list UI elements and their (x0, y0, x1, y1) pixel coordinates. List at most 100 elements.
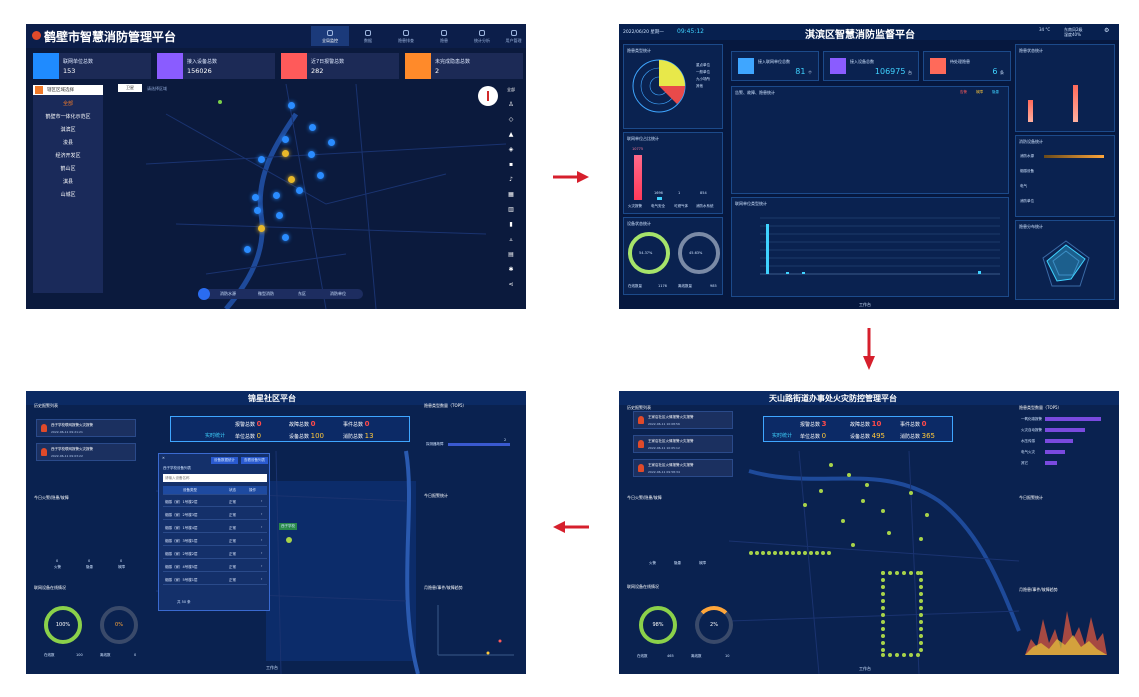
tab-data[interactable]: 数据 (349, 26, 387, 46)
map-dot[interactable] (803, 551, 807, 555)
alarm-bell-icon[interactable]: ♪ (509, 176, 513, 183)
table-row[interactable]: 烟感（家）2号楼3层 正常 › (163, 511, 267, 520)
map-dot[interactable] (755, 551, 759, 555)
map-dot[interactable] (902, 653, 906, 657)
map-dot[interactable] (286, 537, 292, 543)
tab-hazard-check[interactable]: 隐患排查 (387, 26, 425, 46)
map-dot[interactable] (779, 551, 783, 555)
map-dot[interactable] (821, 551, 825, 555)
map-dot[interactable] (881, 613, 885, 617)
pagination[interactable]: 共 50 条 (177, 600, 191, 604)
chart-icon[interactable]: ▤ (508, 251, 514, 258)
close-icon[interactable]: ✕ (162, 456, 165, 460)
map-dot[interactable] (847, 473, 851, 477)
layer-east[interactable]: 东区 (298, 291, 306, 296)
map-dot[interactable] (881, 620, 885, 624)
map-dot[interactable] (851, 543, 855, 547)
map-marker[interactable] (317, 172, 324, 179)
map-dot[interactable] (925, 513, 929, 517)
map-marker[interactable] (254, 207, 261, 214)
region-item-all[interactable]: 全部 (62, 101, 73, 107)
map-dot[interactable] (887, 531, 891, 535)
map-dot[interactable] (919, 641, 923, 645)
region-item[interactable]: 山城区 (60, 192, 76, 198)
tank-icon[interactable]: ▮ (509, 221, 513, 228)
map-tag[interactable]: 西子学校 (279, 523, 297, 530)
layer-water-source[interactable]: 消防水源 (220, 291, 236, 296)
factory-icon[interactable]: ▥ (508, 206, 514, 213)
map-dot[interactable] (749, 551, 753, 555)
region-item[interactable]: 淇县 (62, 179, 73, 185)
map-marker-warning[interactable] (258, 225, 265, 232)
location-icon[interactable]: ◇ (508, 116, 514, 123)
table-row[interactable]: 烟感（家）3号楼1层 正常 › (163, 537, 267, 546)
building-icon[interactable]: ▦ (508, 191, 514, 198)
map-dot[interactable] (881, 578, 885, 582)
map-dot[interactable] (881, 599, 885, 603)
map-dot[interactable] (791, 551, 795, 555)
map-dot[interactable] (919, 648, 923, 652)
map-marker-warning[interactable] (288, 176, 295, 183)
map-dot[interactable] (767, 551, 771, 555)
layer-all-button[interactable]: 全部 (507, 87, 515, 92)
workspace-tab[interactable]: 工作台 (859, 302, 871, 307)
region-item[interactable]: 浚县 (62, 140, 73, 146)
region-item[interactable]: 淇滨区 (60, 127, 76, 133)
map-background[interactable] (619, 391, 1119, 674)
map-dot[interactable] (819, 489, 823, 493)
map-dot[interactable] (881, 653, 885, 657)
map-background[interactable] (26, 391, 526, 674)
map-dot[interactable] (865, 483, 869, 487)
device-list-button[interactable]: 查看设备列表 (241, 457, 268, 464)
person-icon[interactable]: ♙ (508, 101, 514, 108)
alarm-item[interactable]: 西子学校联网报警火灾报警 2022-06-11 09:21:21 (36, 419, 136, 437)
alarm-item[interactable]: 王家店社区火情报警火灾报警 2022-06-11 09:58:34 (633, 459, 733, 477)
tab-hazard[interactable]: 隐患 (425, 26, 463, 46)
map-dot[interactable] (919, 627, 923, 631)
map-dot[interactable] (815, 551, 819, 555)
region-item[interactable]: 鹤山区 (60, 166, 76, 172)
map-dot[interactable] (902, 571, 906, 575)
map-dot[interactable] (909, 491, 913, 495)
table-row[interactable]: 烟感（家）2号楼2层 正常 › (163, 550, 267, 559)
map-dot[interactable] (888, 653, 892, 657)
layers-icon[interactable] (198, 288, 210, 300)
map-dot[interactable] (881, 641, 885, 645)
search-input[interactable] (163, 474, 267, 482)
table-row[interactable]: 烟感（家）4号楼5层 正常 › (163, 563, 267, 572)
map-dot[interactable] (797, 551, 801, 555)
tab-users[interactable]: 用户管理 (501, 26, 526, 46)
map-dot[interactable] (916, 571, 920, 575)
map-dot[interactable] (916, 653, 920, 657)
region-item[interactable]: 经济开发区 (55, 153, 81, 159)
map-marker[interactable] (288, 102, 295, 109)
map-dot[interactable] (919, 620, 923, 624)
map-dot[interactable] (919, 599, 923, 603)
tab-stats[interactable]: 统计分析 (463, 26, 501, 46)
chevron-right-icon[interactable]: › (261, 499, 263, 503)
chevron-right-icon[interactable]: › (261, 512, 263, 516)
map-marker[interactable] (328, 139, 335, 146)
map-dot[interactable] (919, 578, 923, 582)
chevron-right-icon[interactable]: › (261, 525, 263, 529)
map-dot[interactable] (841, 519, 845, 523)
map-dot[interactable] (919, 606, 923, 610)
lab-icon[interactable]: ▵ (509, 236, 513, 243)
device-stats-button[interactable]: 设备数据统计 (211, 457, 238, 464)
map-dot[interactable] (785, 551, 789, 555)
share-icon[interactable]: ⋖ (508, 281, 514, 288)
chevron-right-icon[interactable]: › (261, 538, 263, 542)
map-dot[interactable] (861, 499, 865, 503)
hydrant-icon[interactable]: ◈ (508, 146, 514, 153)
map-dot[interactable] (809, 551, 813, 555)
map-dot[interactable] (773, 551, 777, 555)
table-row[interactable]: 烟感（家）5号楼1层 正常 › (163, 576, 267, 585)
map-background[interactable] (26, 24, 526, 309)
map-dot[interactable] (888, 571, 892, 575)
map-marker[interactable] (258, 156, 265, 163)
layer-mini-station[interactable]: 微型消防 (258, 291, 274, 296)
map-dot[interactable] (881, 509, 885, 513)
table-row[interactable]: 烟感（家）1号楼2层 正常 › (163, 498, 267, 507)
map-marker[interactable] (282, 136, 289, 143)
map-dot[interactable] (895, 653, 899, 657)
